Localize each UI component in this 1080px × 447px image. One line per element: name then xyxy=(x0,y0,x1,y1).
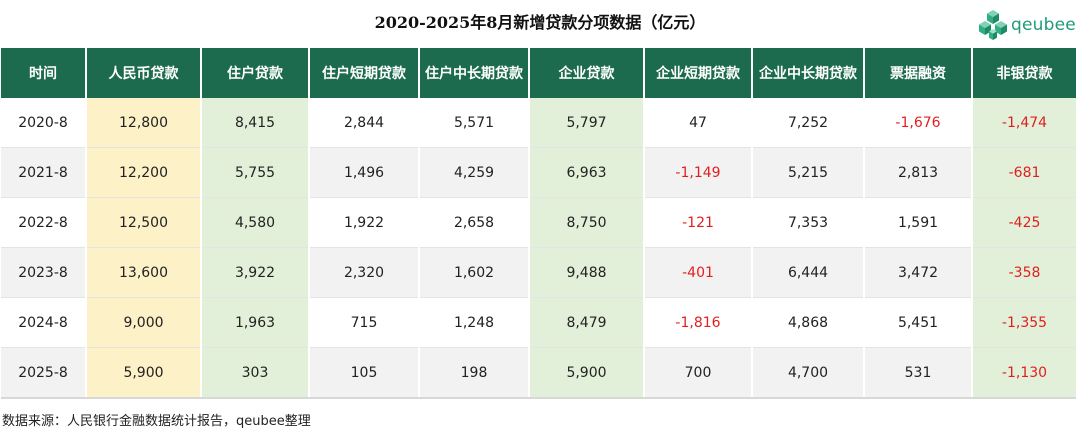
table-cell: 2,658 xyxy=(419,197,530,248)
table-cell: -1,149 xyxy=(644,147,753,198)
table-cell: 700 xyxy=(644,347,753,399)
table-cell: 5,215 xyxy=(752,147,865,198)
table-cell: 9,488 xyxy=(529,247,645,298)
table-cell: 2025-8 xyxy=(1,347,87,399)
table-cell: 2021-8 xyxy=(1,147,87,198)
table-cell: 2023-8 xyxy=(1,247,87,298)
table-cell: -425 xyxy=(972,197,1076,248)
logo-text: qeubee xyxy=(1011,15,1076,35)
table-cell: -121 xyxy=(644,197,753,248)
table-cell: 4,259 xyxy=(419,147,530,198)
loan-data-table: 时间 人民币贷款 住户贷款 住户短期贷款 住户中长期贷款 企业贷款 企业短期贷款 企业中长期贷… xyxy=(1,48,1076,399)
column-header: 住户中长期贷款 xyxy=(419,48,530,98)
table-cell: 5,900 xyxy=(86,347,202,399)
table-cell: 531 xyxy=(864,347,973,399)
table-cell: 12,500 xyxy=(86,197,202,248)
table-cell: -1,816 xyxy=(644,297,753,348)
column-header: 企业中长期贷款 xyxy=(752,48,865,98)
table-cell: -1,676 xyxy=(864,98,973,148)
cube-cluster-icon xyxy=(979,10,1007,40)
table-cell: -681 xyxy=(972,147,1076,198)
table-cell: 1,496 xyxy=(309,147,420,198)
table-cell: 47 xyxy=(644,98,753,148)
table-cell: 3,472 xyxy=(864,247,973,298)
table-cell: 4,580 xyxy=(201,197,310,248)
column-header: 企业贷款 xyxy=(529,48,645,98)
table-cell: -401 xyxy=(644,247,753,298)
table-row: 2022-8 12,500 4,580 1,922 2,658 8,750 -121 7,35… xyxy=(1,197,1076,248)
table-cell: 2,844 xyxy=(309,98,420,148)
column-header: 住户贷款 xyxy=(201,48,310,98)
table-cell: 7,252 xyxy=(752,98,865,148)
column-header: 人民币贷款 xyxy=(86,48,202,98)
table-cell: 1,248 xyxy=(419,297,530,348)
table-cell: 5,797 xyxy=(529,98,645,148)
table-cell: 6,444 xyxy=(752,247,865,298)
table-row: 2025-8 5,900 303 105 198 5,900 700 4,700 531 -1,1… xyxy=(1,347,1076,399)
table-cell: 12,200 xyxy=(86,147,202,198)
source-note: 数据来源：人民银行金融数据统计报告，qeubee整理 xyxy=(2,414,311,429)
column-header: 非银贷款 xyxy=(972,48,1076,98)
table-cell: 5,900 xyxy=(529,347,645,399)
table-cell: 2,320 xyxy=(309,247,420,298)
table-cell: -1,355 xyxy=(972,297,1076,348)
table-row: 2024-8 9,000 1,963 715 1,248 8,479 -1,816 4,868… xyxy=(1,297,1076,348)
column-header: 时间 xyxy=(1,48,87,98)
column-header: 住户短期贷款 xyxy=(309,48,420,98)
table-cell: -1,130 xyxy=(972,347,1076,399)
table-cell: 2,813 xyxy=(864,147,973,198)
table-cell: 2020-8 xyxy=(1,98,87,148)
table-cell: 5,451 xyxy=(864,297,973,348)
table-header-row: 时间 人民币贷款 住户贷款 住户短期贷款 住户中长期贷款 企业贷款 企业短期贷款 企业中长期贷… xyxy=(1,48,1076,98)
table-cell: 2024-8 xyxy=(1,297,87,348)
table-cell: 13,600 xyxy=(86,247,202,298)
table-row: 2023-8 13,600 3,922 2,320 1,602 9,488 -401 6,44… xyxy=(1,247,1076,298)
table-cell: 7,353 xyxy=(752,197,865,248)
table-cell: -358 xyxy=(972,247,1076,298)
table-cell: 8,750 xyxy=(529,197,645,248)
table-cell: 2022-8 xyxy=(1,197,87,248)
table-cell: 4,868 xyxy=(752,297,865,348)
table-cell: 1,963 xyxy=(201,297,310,348)
table-cell: 6,963 xyxy=(529,147,645,198)
table-cell: 4,700 xyxy=(752,347,865,399)
table-row: 2021-8 12,200 5,755 1,496 4,259 6,963 -1,149 5,… xyxy=(1,147,1076,198)
chart-title: 2020-2025年8月新增贷款分项数据（亿元） xyxy=(374,13,706,32)
table-row: 2020-8 12,800 8,415 2,844 5,571 5,797 47 7,252-… xyxy=(1,98,1076,148)
table-cell: 303 xyxy=(201,347,310,399)
table-cell: -1,474 xyxy=(972,98,1076,148)
column-header: 票据融资 xyxy=(864,48,973,98)
table-cell: 1,602 xyxy=(419,247,530,298)
table-cell: 9,000 xyxy=(86,297,202,348)
table-cell: 8,479 xyxy=(529,297,645,348)
table-cell: 1,591 xyxy=(864,197,973,248)
logo: qeubee xyxy=(978,8,1076,42)
table-body: 2020-8 12,800 8,415 2,844 5,571 5,797 47 7,252-… xyxy=(1,98,1076,399)
table-cell: 5,571 xyxy=(419,98,530,148)
table-cell: 105 xyxy=(309,347,420,399)
table-cell: 5,755 xyxy=(201,147,310,198)
table-cell: 198 xyxy=(419,347,530,399)
table-cell: 3,922 xyxy=(201,247,310,298)
table-cell: 12,800 xyxy=(86,98,202,148)
column-header: 企业短期贷款 xyxy=(644,48,753,98)
table-cell: 1,922 xyxy=(309,197,420,248)
table-cell: 8,415 xyxy=(201,98,310,148)
table-cell: 715 xyxy=(309,297,420,348)
